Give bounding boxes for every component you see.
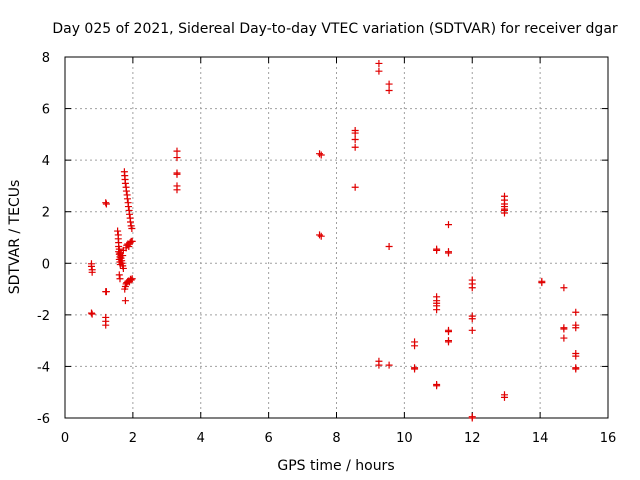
data-point [128, 237, 136, 245]
data-point [127, 276, 135, 284]
data-point [468, 414, 476, 422]
data-point [121, 179, 129, 187]
data-point [500, 209, 508, 217]
x-tick-label: 0 [61, 431, 69, 446]
data-point [125, 243, 133, 251]
y-axis-label: SDTVAR / TECUs [7, 180, 23, 295]
data-point [125, 210, 133, 218]
y-tick-label: 8 [42, 51, 50, 66]
data-point [560, 284, 568, 292]
data-point [468, 284, 476, 292]
data-point [173, 170, 181, 178]
data-point [121, 285, 129, 293]
data-point [88, 268, 96, 276]
data-point [316, 231, 324, 239]
data-point [119, 252, 127, 260]
data-point [444, 328, 452, 336]
x-tick-label: 2 [129, 431, 137, 446]
data-point [115, 271, 123, 279]
data-point [316, 150, 324, 158]
data-point [572, 365, 580, 373]
data-point [351, 129, 359, 137]
data-point [468, 315, 476, 323]
data-point [122, 187, 130, 195]
chart-title: Day 025 of 2021, Sidereal Day-to-day VTE… [52, 21, 618, 37]
data-point [468, 326, 476, 334]
x-tick-label: 12 [464, 431, 481, 446]
data-point [114, 227, 122, 235]
data-point [128, 224, 136, 232]
y-tick-label: 2 [42, 206, 50, 221]
y-tick-label: -4 [37, 360, 50, 375]
data-point [375, 59, 383, 67]
data-point [411, 365, 419, 373]
data-point [173, 154, 181, 162]
data-point [444, 221, 452, 229]
data-point [102, 200, 110, 208]
data-point [572, 308, 580, 316]
data-point [87, 262, 95, 270]
data-point [385, 80, 393, 88]
data-point [124, 203, 132, 211]
x-tick-label: 8 [332, 431, 340, 446]
x-tick-label: 16 [600, 431, 617, 446]
y-tick-label: 4 [42, 154, 50, 169]
data-points [87, 59, 580, 422]
data-point [351, 143, 359, 151]
data-point [128, 275, 136, 283]
data-point [538, 279, 546, 287]
data-point [560, 325, 568, 333]
data-point [88, 310, 96, 318]
x-tick-label: 4 [197, 431, 205, 446]
data-point [116, 275, 124, 283]
x-tick-label: 14 [532, 431, 549, 446]
x-tick-labels: 0 2 4 6 8 10 12 14 16 [61, 431, 616, 446]
x-axis-label: GPS time / hours [277, 458, 394, 474]
x-tick-label: 10 [396, 431, 413, 446]
data-point [102, 288, 110, 296]
data-point [87, 309, 95, 317]
data-point [385, 87, 393, 95]
y-tick-label: -2 [37, 309, 50, 324]
data-point [411, 342, 419, 350]
data-point [433, 382, 441, 390]
data-point [375, 361, 383, 369]
y-tick-labels: -6 -4 -2 0 2 4 6 8 [37, 51, 50, 427]
data-point [351, 183, 359, 191]
x-tick-label: 6 [264, 431, 272, 446]
grid [65, 57, 608, 418]
data-point [317, 232, 325, 240]
data-point [123, 195, 131, 203]
data-point [375, 67, 383, 75]
data-point [560, 334, 568, 342]
data-point [433, 246, 441, 254]
data-point [433, 306, 441, 314]
y-tick-label: -6 [37, 412, 50, 427]
y-tick-label: 0 [42, 257, 50, 272]
data-point [102, 321, 110, 329]
data-point [119, 264, 127, 272]
data-point [572, 352, 580, 360]
data-point [126, 218, 134, 226]
data-point [351, 136, 359, 144]
data-point [385, 243, 393, 251]
data-point [121, 297, 129, 305]
data-point [444, 249, 452, 257]
data-point [572, 324, 580, 332]
data-point [385, 361, 393, 369]
data-point [102, 199, 110, 207]
data-point [317, 151, 325, 159]
data-point [444, 338, 452, 346]
data-point [173, 147, 181, 155]
data-point [173, 186, 181, 194]
data-point [500, 393, 508, 401]
y-tick-label: 6 [42, 103, 50, 118]
